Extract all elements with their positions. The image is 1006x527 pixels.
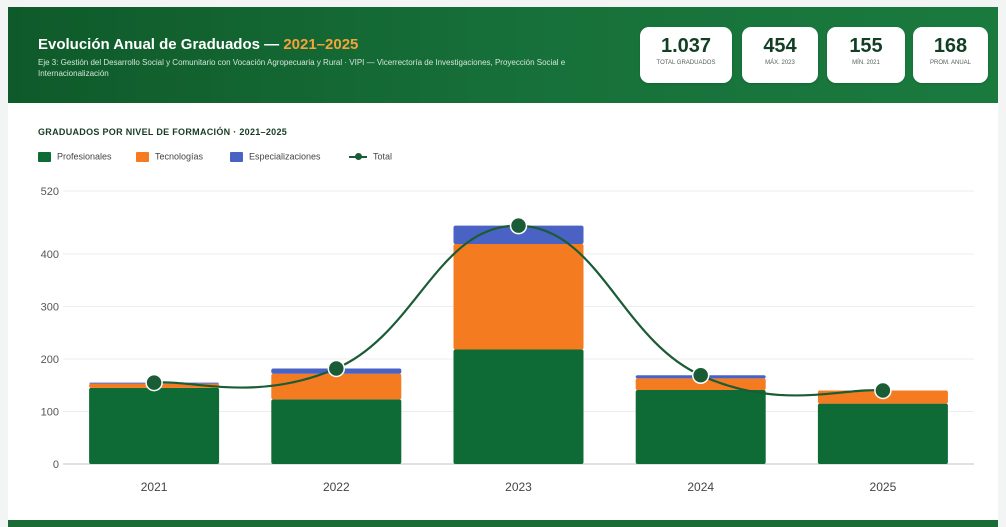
x-tick-label: 2021 bbox=[141, 480, 168, 494]
legend-swatch bbox=[230, 151, 243, 162]
stat-label: MÁX. 2023 bbox=[765, 60, 795, 66]
bar-segment-profesionales bbox=[453, 349, 584, 464]
stat-value: 168 bbox=[933, 35, 968, 57]
title-text: Evolución Anual de Graduados — bbox=[38, 36, 284, 53]
total-point bbox=[327, 359, 346, 378]
chart-title: GRADUADOS POR NIVEL DE FORMACIÓN · 2021–… bbox=[38, 127, 288, 137]
bar-segment-profesionales bbox=[89, 387, 220, 464]
stat-max: 454 MÁX. 2023 bbox=[742, 27, 818, 83]
legend-label: Especializaciones bbox=[249, 151, 321, 162]
legend-item-especializaciones[interactable]: Especializaciones bbox=[230, 151, 321, 162]
bar-segment-tecnologías bbox=[453, 244, 584, 350]
total-point bbox=[691, 366, 710, 385]
legend-item-profesionales[interactable]: Profesionales bbox=[38, 151, 112, 162]
legend-label: Total bbox=[373, 151, 393, 162]
x-tick-label: 2022 bbox=[323, 480, 350, 494]
stat-min: 155 MÍN. 2021 bbox=[827, 27, 905, 83]
y-tick-label: 200 bbox=[41, 354, 59, 366]
legend-swatch bbox=[136, 151, 149, 162]
bar-segment-tecnologías bbox=[271, 373, 402, 400]
stat-value: 454 bbox=[763, 35, 797, 57]
bottom-bar bbox=[8, 520, 998, 527]
bar-segment-especializaciones bbox=[453, 225, 584, 245]
bar-segment-profesionales bbox=[817, 403, 948, 464]
stacked-bar-chart: 0 100 200 300 400 520 2021 2022 2023 2024 2025 bbox=[41, 186, 974, 494]
y-tick-label: 300 bbox=[41, 302, 59, 314]
x-tick-label: 2023 bbox=[505, 480, 532, 494]
total-point bbox=[874, 381, 892, 400]
x-tick-label: 2024 bbox=[687, 480, 714, 494]
total-point bbox=[145, 373, 163, 392]
total-point bbox=[509, 216, 528, 235]
stat-value: 155 bbox=[849, 35, 883, 57]
header-banner: Evolución Anual de Graduados — 2021–2025… bbox=[8, 7, 998, 103]
page-title: Evolución Anual de Graduados — 2021–2025 bbox=[38, 36, 358, 53]
legend-item-total[interactable]: Total bbox=[349, 151, 392, 162]
stat-value: 1.037 bbox=[660, 35, 712, 57]
bar-segment-profesionales bbox=[271, 399, 402, 464]
stat-label: TOTAL GRADUADOS bbox=[656, 60, 716, 66]
stat-label: PROM. ANUAL bbox=[929, 60, 971, 66]
x-tick-label: 2025 bbox=[870, 480, 897, 494]
y-tick-label: 100 bbox=[41, 407, 59, 419]
stat-total-graduados: 1.037 TOTAL GRADUADOS bbox=[640, 27, 732, 83]
y-tick-label: 520 bbox=[41, 186, 59, 198]
bar-segment-profesionales bbox=[635, 389, 766, 464]
legend-item-tecnologias[interactable]: Tecnologías bbox=[136, 151, 203, 162]
stat-label: MÍN. 2021 bbox=[852, 60, 880, 66]
dashboard-card: Evolución Anual de Graduados — 2021–2025… bbox=[8, 7, 998, 520]
legend-label: Tecnologías bbox=[155, 151, 204, 162]
title-years: 2021–2025 bbox=[283, 36, 359, 53]
y-tick-label: 0 bbox=[53, 459, 59, 471]
y-tick-label: 400 bbox=[41, 249, 59, 261]
legend-line-swatch bbox=[349, 152, 367, 162]
legend-label: Profesionales bbox=[57, 151, 112, 162]
stat-promedio: 168 PROM. ANUAL bbox=[913, 27, 988, 83]
page-subtitle: Eje 3: Gestión del Desarrollo Social y C… bbox=[38, 58, 566, 78]
legend-swatch bbox=[38, 151, 51, 162]
